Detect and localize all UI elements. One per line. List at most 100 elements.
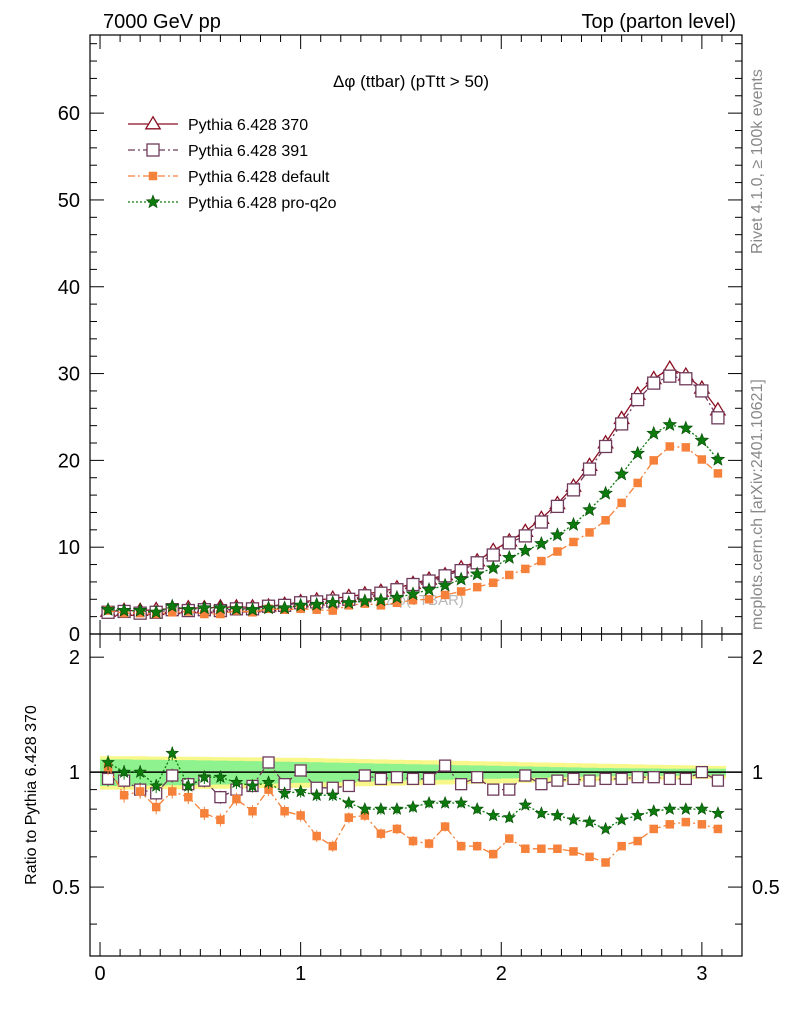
ratio-point (119, 790, 129, 800)
ratio-point (296, 811, 305, 820)
ratio-point (713, 824, 723, 834)
data-point (164, 598, 180, 613)
data-point (569, 537, 578, 547)
data-point (678, 420, 694, 435)
ratio-point (585, 852, 594, 862)
ratio-point (293, 784, 308, 798)
ratio-ylabel: Ratio to Pythia 6.428 370 (23, 705, 40, 885)
ratio-point (232, 794, 241, 804)
ratio-point (408, 836, 418, 846)
data-point (617, 498, 626, 508)
x-tick-label: 2 (496, 963, 507, 985)
ratio-point (262, 756, 275, 769)
y-tick-label: 10 (58, 537, 80, 559)
data-point (277, 600, 292, 615)
ratio-point (261, 775, 276, 789)
data-point (325, 595, 341, 609)
data-point (180, 601, 196, 616)
ratio-point (598, 821, 613, 835)
data-point (534, 536, 549, 550)
data-point (713, 469, 723, 478)
data-point (245, 601, 260, 616)
ratio-point (213, 770, 228, 783)
ratio-point (711, 774, 725, 787)
data-point (229, 601, 244, 616)
y-tick-label: 20 (58, 450, 80, 472)
data-point (440, 590, 450, 600)
ratio-point (488, 849, 498, 859)
data-point (566, 483, 581, 497)
ratio-point (344, 813, 354, 822)
ratio-point (200, 809, 209, 818)
data-point (501, 549, 517, 564)
ratio-point (438, 759, 452, 772)
ratio-point (456, 841, 466, 851)
data-point (213, 600, 228, 615)
ratio-point (422, 795, 436, 809)
y-tick-label: 40 (58, 277, 80, 299)
ratio-point (101, 755, 115, 769)
ratio-point (535, 778, 548, 791)
ratio-point (631, 771, 644, 784)
y-tick-label-right: 0.5 (752, 877, 780, 899)
data-point (582, 462, 597, 476)
ratio-point (711, 806, 725, 820)
legend-marker (148, 171, 158, 181)
ratio-point (422, 772, 436, 786)
ratio-point (151, 802, 161, 812)
data-point (293, 597, 308, 612)
data-point (598, 485, 613, 500)
ratio-point (583, 774, 596, 787)
data-point (261, 600, 276, 615)
ratio-point (229, 775, 244, 789)
data-point (132, 602, 148, 617)
ratio-point (280, 806, 289, 816)
ratio-point (197, 770, 212, 783)
ratio-point (487, 783, 500, 796)
ratio-point (537, 844, 546, 854)
series-line (108, 424, 719, 613)
y-tick-label: 60 (58, 103, 80, 125)
ratio-point (358, 769, 371, 782)
data-point (566, 516, 581, 531)
data-point (553, 547, 562, 556)
ratio-point (135, 787, 145, 796)
ratio-point (582, 814, 597, 828)
data-point (633, 478, 642, 488)
data-point (100, 601, 116, 616)
y-tick-label: 0.5 (52, 877, 80, 899)
ratio-point (328, 841, 337, 851)
legend-label: Pythia 6.428 pro-q2o (188, 195, 337, 212)
rivet-label: Rivet 4.1.0, ≥ 100k events (749, 69, 766, 254)
data-point (646, 425, 662, 440)
ratio-point (601, 858, 610, 867)
data-point (309, 596, 325, 611)
data-point (537, 556, 546, 566)
ratio-point (309, 788, 324, 802)
ratio-point (424, 839, 434, 848)
data-point (373, 592, 389, 607)
data-point (389, 589, 405, 604)
ratio-point (342, 795, 356, 809)
legend: Pythia 6.428 370 Pythia 6.428 391 Pythia 6… (128, 115, 337, 212)
ratio-point (566, 812, 581, 826)
ratio-point (376, 829, 386, 838)
series-line (108, 367, 719, 613)
ratio-point (649, 824, 658, 834)
ratio-point (294, 764, 307, 777)
data-point (357, 593, 373, 608)
ratio-point (502, 810, 517, 824)
data-point (148, 604, 164, 619)
ratio-point (472, 841, 482, 851)
data-point (614, 417, 629, 431)
y-tick-label: 1 (69, 762, 80, 784)
ratio-point (662, 802, 677, 815)
data-point (505, 570, 514, 580)
data-point (662, 417, 678, 432)
data-point (486, 548, 500, 562)
plot-frame (89, 633, 743, 957)
ratio-point (181, 778, 196, 792)
series-line (108, 375, 719, 614)
ratio-point (454, 778, 468, 791)
